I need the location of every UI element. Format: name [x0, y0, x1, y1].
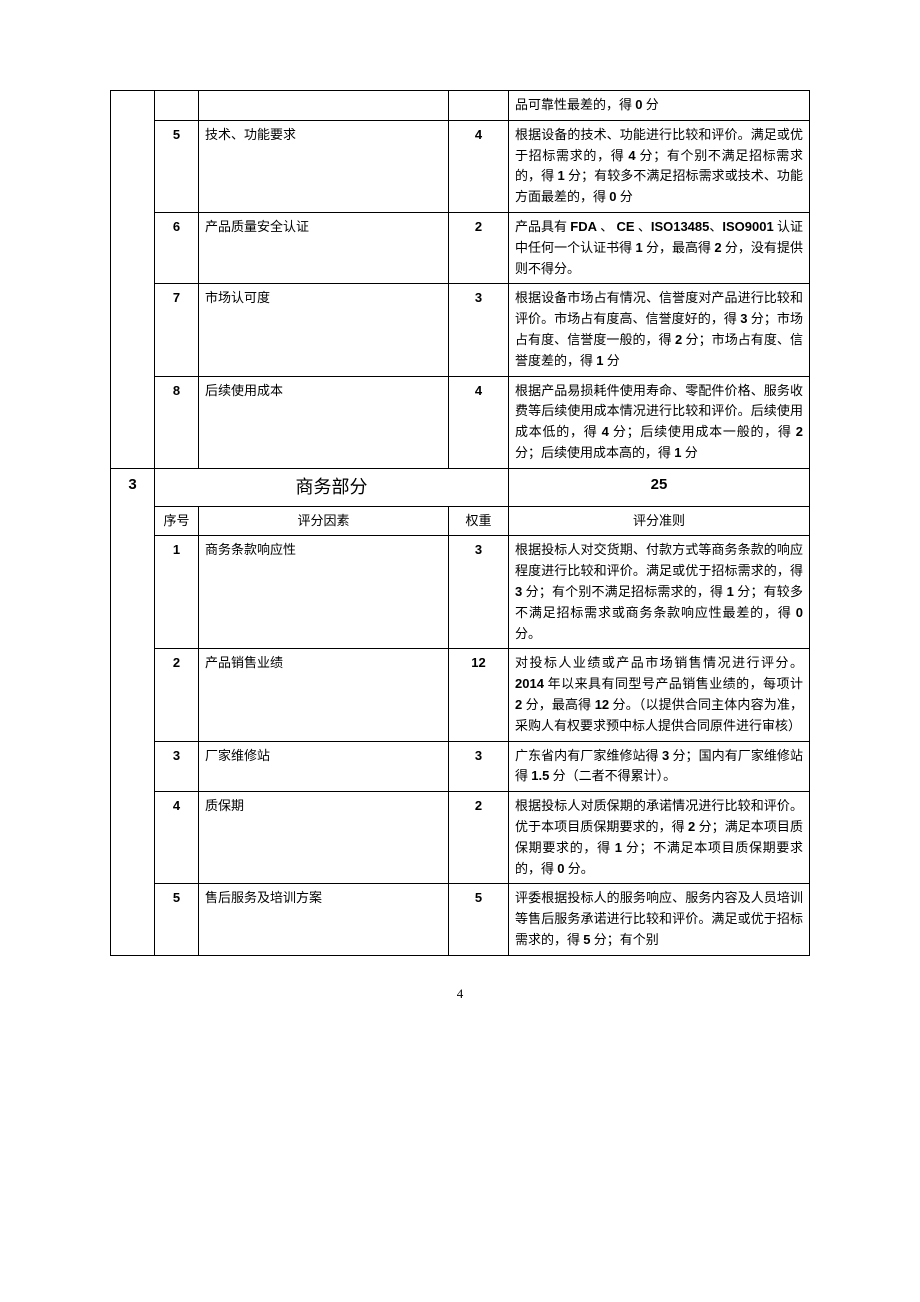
weight-cell: 5 [449, 884, 509, 955]
header-seq: 序号 [155, 506, 199, 536]
factor-cell: 厂家维修站 [199, 741, 449, 792]
weight-cell: 4 [449, 120, 509, 212]
scoring-table: 品可靠性最差的，得 0 分5技术、功能要求4根据设备的技术、功能进行比较和评价。… [110, 90, 810, 956]
rule-cell: 品可靠性最差的，得 0 分 [509, 91, 810, 121]
rule-cell: 广东省内有厂家维修站得 3 分；国内有厂家维修站得 1.5 分（二者不得累计）。 [509, 741, 810, 792]
weight-cell: 3 [449, 536, 509, 649]
seq-cell: 6 [155, 212, 199, 283]
seq-cell: 8 [155, 376, 199, 468]
seq-cell [155, 91, 199, 121]
header-factor: 评分因素 [199, 506, 449, 536]
section-total: 25 [509, 468, 810, 506]
weight-cell: 3 [449, 741, 509, 792]
weight-cell: 2 [449, 212, 509, 283]
seq-cell: 2 [155, 649, 199, 741]
seq-cell: 3 [155, 741, 199, 792]
section-cell [111, 91, 155, 469]
weight-cell: 2 [449, 792, 509, 884]
header-weight: 权重 [449, 506, 509, 536]
seq-cell: 5 [155, 120, 199, 212]
rule-cell: 根据产品易损耗件使用寿命、零配件价格、服务收费等后续使用成本情况进行比较和评价。… [509, 376, 810, 468]
page-number: 4 [110, 986, 810, 1002]
rule-cell: 根据投标人对质保期的承诺情况进行比较和评价。优于本项目质保期要求的，得 2 分；… [509, 792, 810, 884]
factor-cell: 质保期 [199, 792, 449, 884]
factor-cell: 产品质量安全认证 [199, 212, 449, 283]
factor-cell [199, 91, 449, 121]
rule-cell: 产品具有 FDA 、 CE 、ISO13485、ISO9001 认证中任何一个认… [509, 212, 810, 283]
rule-cell: 根据投标人对交货期、付款方式等商务条款的响应程度进行比较和评价。满足或优于招标需… [509, 536, 810, 649]
rule-cell: 根据设备的技术、功能进行比较和评价。满足或优于招标需求的，得 4 分；有个别不满… [509, 120, 810, 212]
factor-cell: 后续使用成本 [199, 376, 449, 468]
weight-cell: 12 [449, 649, 509, 741]
factor-cell: 商务条款响应性 [199, 536, 449, 649]
rule-cell: 评委根据投标人的服务响应、服务内容及人员培训等售后服务承诺进行比较和评价。满足或… [509, 884, 810, 955]
header-rule: 评分准则 [509, 506, 810, 536]
section-number: 3 [111, 468, 155, 955]
factor-cell: 市场认可度 [199, 284, 449, 376]
rule-cell: 根据设备市场占有情况、信誉度对产品进行比较和评价。市场占有度高、信誉度好的，得 … [509, 284, 810, 376]
factor-cell: 售后服务及培训方案 [199, 884, 449, 955]
seq-cell: 7 [155, 284, 199, 376]
seq-cell: 5 [155, 884, 199, 955]
section-title: 商务部分 [155, 468, 509, 506]
weight-cell: 4 [449, 376, 509, 468]
rule-cell: 对投标人业绩或产品市场销售情况进行评分。2014 年以来具有同型号产品销售业绩的… [509, 649, 810, 741]
factor-cell: 产品销售业绩 [199, 649, 449, 741]
seq-cell: 1 [155, 536, 199, 649]
weight-cell: 3 [449, 284, 509, 376]
seq-cell: 4 [155, 792, 199, 884]
factor-cell: 技术、功能要求 [199, 120, 449, 212]
weight-cell [449, 91, 509, 121]
